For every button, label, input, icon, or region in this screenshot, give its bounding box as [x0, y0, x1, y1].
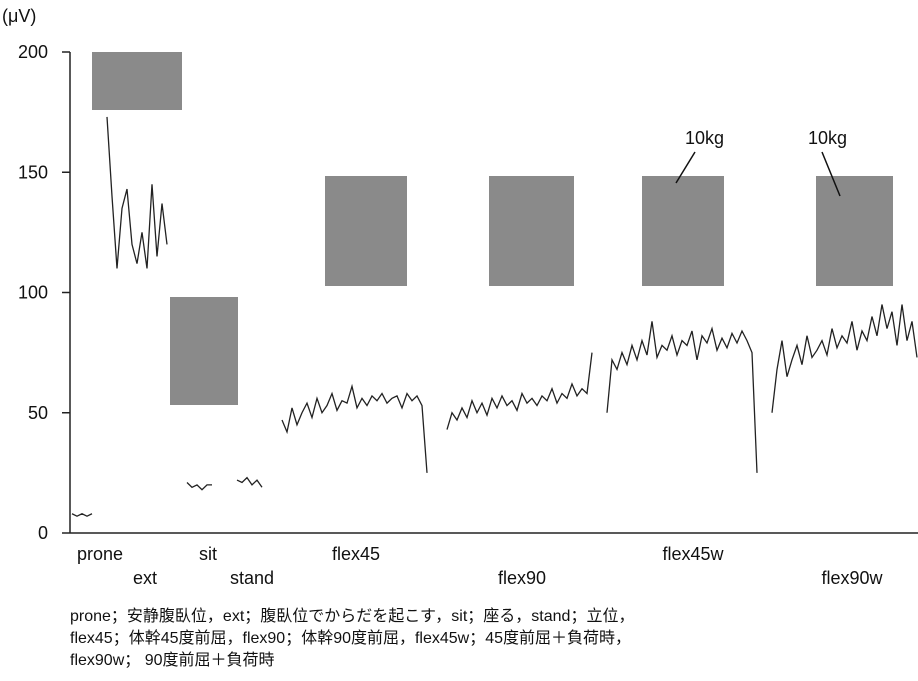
emg-trace — [71, 116, 918, 517]
y-tick-label: 0 — [38, 523, 48, 543]
caption: prone；安静腹臥位，ext；腹臥位でからだを起こす，sit；座る，stand… — [70, 606, 910, 672]
annotation: 10kg — [685, 128, 724, 148]
y-tick-label: 100 — [18, 283, 48, 303]
x-category-label: flex45w — [662, 544, 724, 564]
caption-line: prone；安静腹臥位，ext；腹臥位でからだを起こす，sit；座る，stand… — [70, 608, 635, 625]
annotation: 10kg — [808, 128, 847, 148]
annotation-arrow — [675, 151, 696, 184]
caption-line: flex45；体幹45度前屈，flex90；体幹90度前屈，flex45w；45… — [70, 630, 632, 647]
x-category-label: ext — [133, 568, 157, 588]
y-tick-label: 150 — [18, 162, 48, 182]
x-category-label: flex90w — [821, 568, 883, 588]
photo-sit — [170, 297, 238, 405]
x-category-label: stand — [230, 568, 274, 588]
photo-flex90w — [816, 176, 893, 286]
x-category-label: sit — [199, 544, 217, 564]
photo-flex45 — [325, 176, 407, 286]
x-category-label: flex45 — [332, 544, 380, 564]
photo-flex45w — [642, 176, 724, 286]
caption-line: flex90w； 90度前屈＋負荷時 — [70, 652, 275, 669]
photos — [92, 52, 893, 405]
chart: (μV) 10kg 10kg 0 50 100 150 200 prone ext sitst… — [2, 6, 918, 588]
photo-prone — [92, 52, 182, 110]
x-category-label: flex90 — [498, 568, 546, 588]
annotation-arrow — [821, 151, 841, 197]
y-unit-label: (μV) — [2, 6, 36, 26]
photo-flex90 — [489, 176, 574, 286]
x-category-label: prone — [77, 544, 123, 564]
y-tick-label: 50 — [28, 403, 48, 423]
y-tick-label: 200 — [18, 42, 48, 62]
